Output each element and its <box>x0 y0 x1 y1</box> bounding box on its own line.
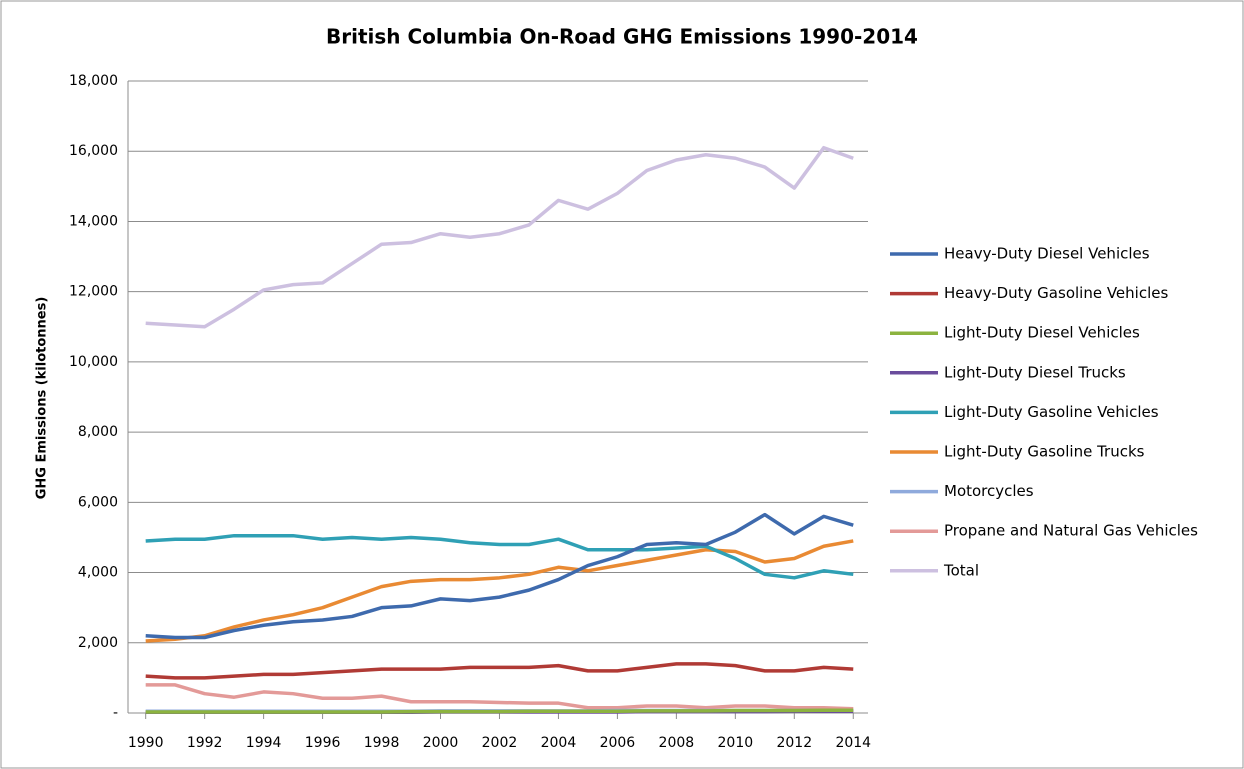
y-tick-label: 16,000 <box>69 143 118 159</box>
chart-title: British Columbia On-Road GHG Emissions 1… <box>326 25 918 49</box>
legend-label: Heavy-Duty Gasoline Vehicles <box>944 284 1168 302</box>
x-tick-label: 2010 <box>718 735 754 751</box>
series-line <box>145 533 854 580</box>
x-tick-label: 1994 <box>246 735 282 751</box>
x-tick-label: 1990 <box>128 735 164 751</box>
legend-label: Light-Duty Diesel Trucks <box>944 363 1126 381</box>
x-tick-label: 2008 <box>659 735 695 751</box>
series-line <box>145 512 854 640</box>
x-tick-label: 2000 <box>423 735 459 751</box>
x-tick-label: 2002 <box>482 735 518 751</box>
legend-label: Light-Duty Gasoline Vehicles <box>944 403 1159 421</box>
x-tick-label: 1998 <box>364 735 400 751</box>
y-tick-label: 14,000 <box>69 213 118 229</box>
x-tick-label: 2006 <box>600 735 636 751</box>
y-tick-label: 10,000 <box>69 354 118 370</box>
series-line <box>145 539 854 643</box>
y-tick-label: 4,000 <box>78 565 118 581</box>
x-tick-label: 2012 <box>776 735 812 751</box>
y-tick-label: 6,000 <box>78 494 118 510</box>
series-line <box>145 683 854 711</box>
y-tick-label: - <box>113 705 118 721</box>
series-line <box>145 708 854 714</box>
x-tick-label: 2014 <box>835 735 871 751</box>
legend-label: Heavy-Duty Diesel Vehicles <box>944 245 1150 263</box>
x-tick-label: 1992 <box>187 735 223 751</box>
y-tick-label: 8,000 <box>78 424 118 440</box>
y-axis-label: GHG Emissions (kilotonnes) <box>35 297 50 500</box>
x-tick-label: 2004 <box>541 735 577 751</box>
y-tick-label: 2,000 <box>78 635 118 651</box>
series-line <box>145 145 854 329</box>
x-tick-label: 1996 <box>305 735 341 751</box>
legend-label: Propane and Natural Gas Vehicles <box>944 522 1198 540</box>
legend-label: Motorcycles <box>944 482 1034 500</box>
legend-label: Light-Duty Diesel Vehicles <box>944 324 1140 342</box>
y-tick-label: 18,000 <box>69 73 118 89</box>
legend-label: Total <box>943 561 979 579</box>
legend-label: Light-Duty Gasoline Trucks <box>944 443 1145 461</box>
series-line <box>145 662 854 680</box>
y-tick-label: 12,000 <box>69 284 118 300</box>
